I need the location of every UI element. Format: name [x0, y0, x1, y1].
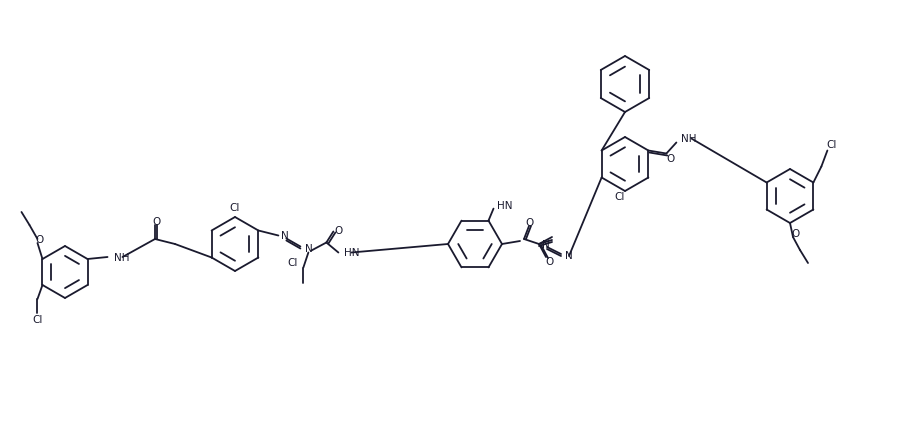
Text: O: O	[152, 217, 160, 227]
Text: N: N	[281, 231, 289, 241]
Text: NH: NH	[114, 253, 129, 263]
Text: Cl: Cl	[230, 203, 241, 213]
Text: O: O	[334, 226, 343, 236]
Text: O: O	[792, 228, 800, 238]
Text: Cl: Cl	[32, 314, 43, 324]
Text: O: O	[526, 217, 534, 227]
Text: O: O	[546, 256, 554, 266]
Text: N: N	[305, 244, 313, 254]
Text: Cl: Cl	[826, 140, 836, 150]
Text: Cl: Cl	[615, 191, 625, 201]
Text: O: O	[666, 153, 674, 163]
Text: N: N	[565, 250, 573, 260]
Text: NH: NH	[681, 134, 697, 144]
Text: O: O	[36, 234, 44, 244]
Text: HN: HN	[344, 248, 360, 258]
Text: Cl: Cl	[287, 258, 297, 268]
Text: HN: HN	[496, 200, 512, 210]
Text: N: N	[542, 240, 549, 250]
